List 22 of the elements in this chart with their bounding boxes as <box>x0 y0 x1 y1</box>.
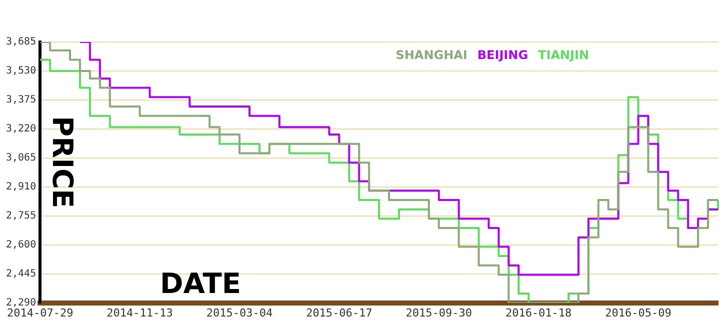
y-tick-label: 3,065 <box>6 152 36 164</box>
y-tick-label: 3,530 <box>6 66 36 77</box>
y-tick-label: 3,685 <box>6 36 36 48</box>
y-tick-label: 2,600 <box>6 239 36 250</box>
text: TIANJIN <box>538 48 589 62</box>
y-tick-label: 2,290 <box>6 297 36 308</box>
x-tick-label: 2016-01-18 <box>505 306 572 320</box>
y-tick-label: 2,910 <box>6 181 36 192</box>
x-tick-label: 2015-09-30 <box>406 306 472 320</box>
y-tick-label: 3,220 <box>6 124 36 135</box>
y-axis-title: PRICE <box>46 116 79 208</box>
x-tick-label: 2014-11-13 <box>106 306 173 320</box>
y-tick-label: 2,755 <box>6 210 36 222</box>
x-tick-label: 2014-07-29 <box>6 306 74 320</box>
y-tick-label: 3,375 <box>6 94 36 106</box>
x-axis-title: DATE <box>160 267 241 300</box>
x-tick-label: 2015-03-04 <box>206 306 273 320</box>
y-tick-label: 2,445 <box>6 268 36 280</box>
x-tick-label: 2016-05-09 <box>605 306 672 320</box>
text: BEIJING <box>477 48 528 62</box>
text: SHANGHAI <box>396 48 468 62</box>
x-tick-label: 2015-06-17 <box>306 306 372 320</box>
